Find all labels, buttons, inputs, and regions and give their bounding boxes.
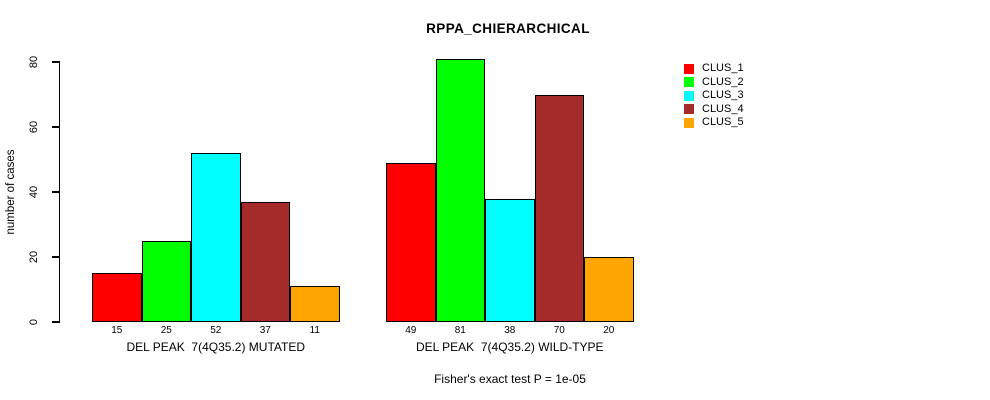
legend-label-clus-2: CLUS_2 — [702, 75, 744, 88]
y-tick-label-40: 40 — [28, 185, 40, 199]
bar-value-label-clus_3-group2: 38 — [504, 325, 516, 336]
legend-item-clus-4: CLUS_4 — [684, 103, 744, 117]
bar-value-label-clus_3-group1: 52 — [210, 325, 222, 336]
bar-value-label-clus_5-group2: 20 — [603, 325, 615, 336]
bar-clus_3-group1 — [191, 153, 241, 322]
bar-value-label-clus_5-group1: 11 — [309, 325, 320, 336]
legend-item-clus-1: CLUS_1 — [684, 62, 744, 76]
bar-clus_5-group1 — [290, 286, 340, 322]
y-tick-label-20: 20 — [28, 250, 40, 264]
y-tick-mark-40 — [52, 191, 60, 193]
y-tick-mark-80 — [52, 61, 60, 63]
y-tick-mark-20 — [52, 256, 60, 258]
legend-swatch-clus-2-icon — [684, 77, 694, 88]
bar-clus_4-group1 — [240, 201, 290, 322]
bar-clus_1-group2 — [386, 162, 436, 322]
fisher-test-annotation: Fisher's exact test P = 1e-05 — [434, 372, 586, 386]
legend-item-clus-3: CLUS_3 — [684, 89, 744, 103]
legend-item-clus-2: CLUS_2 — [684, 76, 744, 90]
legend-swatch-clus-5-icon — [684, 117, 694, 128]
bar-value-label-clus_1-group2: 49 — [405, 325, 417, 336]
legend-label-clus-4: CLUS_4 — [702, 102, 744, 115]
bar-clus_2-group1 — [141, 240, 191, 322]
bar-clus_3-group2 — [485, 198, 535, 322]
y-tick-label-0: 0 — [28, 318, 40, 326]
bar-clus_5-group2 — [584, 257, 634, 322]
y-tick-label-60: 60 — [28, 120, 40, 134]
legend-label-clus-1: CLUS_1 — [702, 62, 744, 75]
chart-title: RPPA_CHIERARCHICAL — [426, 21, 590, 36]
x-group-label-2: DEL PEAK 7(4Q35.2) WILD-TYPE — [415, 340, 604, 354]
bar-clus_4-group2 — [534, 94, 584, 322]
legend-label-clus-5: CLUS_5 — [702, 116, 744, 129]
y-tick-label-80: 80 — [28, 55, 40, 69]
bar-clus_1-group1 — [92, 273, 142, 322]
bar-value-label-clus_2-group1: 25 — [160, 325, 172, 336]
bar-value-label-clus_4-group1: 37 — [259, 325, 271, 336]
legend-swatch-clus-1-icon — [684, 63, 694, 74]
legend-swatch-clus-4-icon — [684, 104, 694, 115]
bar-value-label-clus_1-group1: 15 — [111, 325, 123, 336]
y-axis-label: number of cases — [5, 149, 17, 235]
y-tick-mark-60 — [52, 126, 60, 128]
bar-value-label-clus_2-group2: 81 — [454, 325, 466, 336]
legend: CLUS_1 CLUS_2 CLUS_3 CLUS_4 CLUS_5 — [684, 62, 744, 130]
x-group-label-1: DEL PEAK 7(4Q35.2) MUTATED — [126, 340, 306, 354]
y-tick-mark-0 — [52, 321, 60, 323]
bar-clus_2-group2 — [435, 58, 485, 322]
bar-value-label-clus_4-group2: 70 — [553, 325, 565, 336]
legend-label-clus-3: CLUS_3 — [702, 89, 744, 102]
legend-swatch-clus-3-icon — [684, 90, 694, 101]
legend-item-clus-5: CLUS_5 — [684, 116, 744, 130]
